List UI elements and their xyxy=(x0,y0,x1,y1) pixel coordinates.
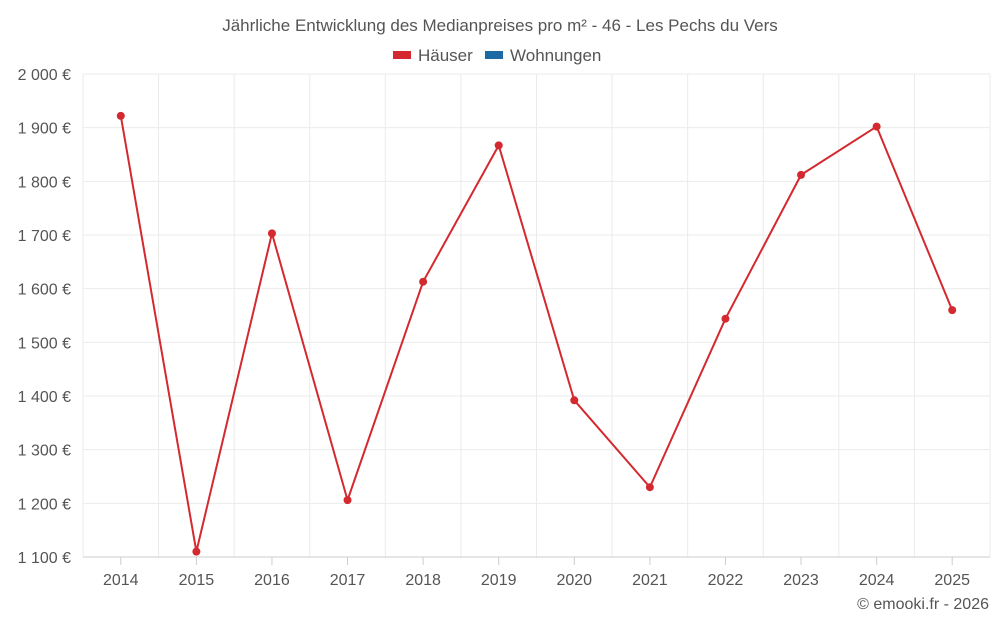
y-tick-label: 1 600 € xyxy=(18,282,71,299)
x-tick-label: 2022 xyxy=(708,572,744,589)
data-point[interactable] xyxy=(494,141,503,150)
data-point[interactable] xyxy=(343,496,352,505)
data-point[interactable] xyxy=(948,306,957,315)
y-tick-label: 1 200 € xyxy=(18,496,71,513)
y-tick-label: 1 400 € xyxy=(18,389,71,406)
y-tick-label: 2 000 € xyxy=(18,67,71,84)
x-tick-label: 2020 xyxy=(556,572,592,589)
legend: Häuser Wohnungen xyxy=(393,46,601,65)
data-point[interactable] xyxy=(797,170,806,179)
x-tick-label: 2025 xyxy=(934,572,970,589)
x-gridlines xyxy=(82,74,991,557)
y-tick-label: 1 700 € xyxy=(18,228,71,245)
data-point[interactable] xyxy=(645,483,654,492)
x-tick-label: 2019 xyxy=(481,572,517,589)
legend-item-haeuser[interactable]: Häuser xyxy=(393,46,473,65)
x-axis-ticks: 2014 2015 2016 2017 2018 2019 2020 2021 2022 2023… xyxy=(103,557,970,589)
legend-label-haeuser: Häuser xyxy=(418,46,473,65)
data-point[interactable] xyxy=(116,111,125,120)
y-tick-label: 1 900 € xyxy=(18,121,71,138)
x-tick-label: 2018 xyxy=(405,572,441,589)
series-haeuser xyxy=(116,111,957,556)
data-point[interactable] xyxy=(267,229,276,238)
series-line-0 xyxy=(119,115,954,553)
x-tick-label: 2024 xyxy=(859,572,895,589)
x-tick-label: 2017 xyxy=(330,572,366,589)
legend-item-wohnungen[interactable]: Wohnungen xyxy=(485,46,601,65)
legend-swatch-wohnungen xyxy=(485,51,503,59)
y-tick-label: 1 800 € xyxy=(18,174,71,191)
data-point[interactable] xyxy=(192,547,201,556)
legend-label-wohnungen: Wohnungen xyxy=(510,46,601,65)
y-tick-label: 1 500 € xyxy=(18,335,71,352)
credit-text: © emooki.fr - 2026 xyxy=(857,596,989,613)
x-tick-label: 2016 xyxy=(254,572,290,589)
x-tick-label: 2023 xyxy=(783,572,819,589)
data-point[interactable] xyxy=(872,122,881,131)
chart-title: Jährliche Entwicklung des Medianpreises … xyxy=(222,16,778,35)
data-point[interactable] xyxy=(419,277,428,286)
y-tick-label: 1 100 € xyxy=(18,550,71,567)
y-axis-ticks: 1 100 € 1 200 € 1 300 € 1 400 € 1 500 € 1 600… xyxy=(18,67,71,567)
y-tick-label: 1 300 € xyxy=(18,443,71,460)
x-tick-label: 2021 xyxy=(632,572,668,589)
x-tick-label: 2014 xyxy=(103,572,139,589)
x-tick-label: 2015 xyxy=(179,572,215,589)
data-point[interactable] xyxy=(721,314,730,323)
legend-swatch-haeuser xyxy=(393,51,411,59)
data-point[interactable] xyxy=(570,396,579,405)
